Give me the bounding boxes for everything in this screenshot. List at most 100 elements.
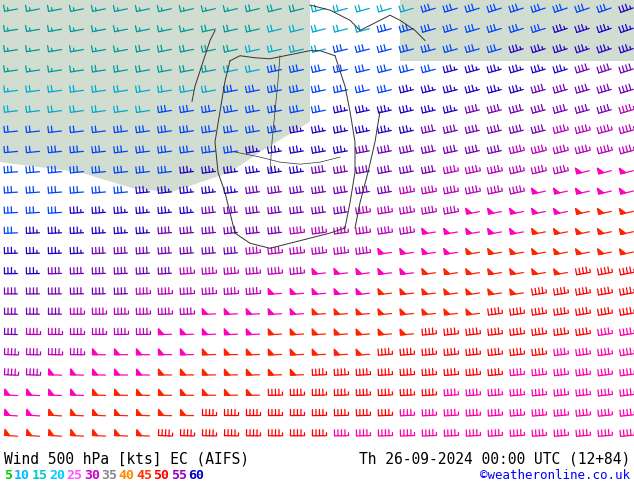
Polygon shape [181, 369, 186, 375]
Polygon shape [290, 369, 295, 375]
Polygon shape [93, 409, 98, 416]
Text: 30: 30 [84, 469, 100, 482]
Text: Th 26-09-2024 00:00 UTC (12+84): Th 26-09-2024 00:00 UTC (12+84) [359, 452, 630, 467]
Polygon shape [488, 289, 494, 295]
Polygon shape [510, 208, 516, 214]
Polygon shape [400, 329, 406, 335]
Polygon shape [597, 188, 604, 194]
Polygon shape [136, 349, 142, 355]
Polygon shape [597, 248, 604, 255]
Polygon shape [268, 329, 274, 335]
Polygon shape [136, 389, 142, 395]
Polygon shape [4, 429, 10, 436]
Polygon shape [356, 309, 362, 315]
Polygon shape [553, 248, 560, 254]
Polygon shape [597, 228, 604, 234]
Polygon shape [136, 429, 142, 436]
Polygon shape [268, 369, 274, 375]
Polygon shape [246, 309, 252, 315]
Polygon shape [488, 228, 494, 234]
Polygon shape [531, 248, 538, 254]
Polygon shape [27, 429, 32, 436]
Polygon shape [466, 289, 472, 295]
Polygon shape [510, 289, 516, 295]
Polygon shape [356, 329, 362, 335]
Polygon shape [378, 329, 384, 335]
Text: 60: 60 [188, 469, 204, 482]
Polygon shape [70, 429, 75, 436]
Text: Wind 500 hPa [kts] EC (AIFS): Wind 500 hPa [kts] EC (AIFS) [4, 452, 249, 467]
Polygon shape [619, 228, 626, 234]
Polygon shape [312, 349, 318, 355]
Polygon shape [378, 248, 384, 254]
Polygon shape [202, 369, 208, 375]
Polygon shape [93, 348, 98, 355]
Polygon shape [27, 409, 32, 416]
Polygon shape [246, 329, 252, 335]
Polygon shape [27, 389, 32, 395]
Polygon shape [224, 329, 230, 335]
Polygon shape [466, 269, 472, 274]
Polygon shape [378, 289, 384, 294]
Text: 15: 15 [32, 469, 48, 482]
Polygon shape [115, 409, 120, 416]
Polygon shape [422, 309, 428, 315]
Polygon shape [290, 309, 295, 315]
Polygon shape [247, 369, 252, 375]
Polygon shape [224, 349, 230, 355]
Polygon shape [553, 188, 560, 194]
Text: 10: 10 [14, 469, 30, 482]
Polygon shape [246, 349, 252, 355]
Polygon shape [444, 228, 450, 234]
Polygon shape [510, 248, 516, 254]
Polygon shape [444, 269, 450, 274]
Polygon shape [400, 309, 406, 315]
Text: 20: 20 [49, 469, 65, 482]
Polygon shape [115, 429, 120, 436]
Polygon shape [49, 429, 54, 436]
Polygon shape [597, 168, 604, 174]
Polygon shape [115, 348, 120, 355]
Polygon shape [247, 389, 252, 395]
Polygon shape [619, 249, 626, 255]
Polygon shape [312, 309, 318, 315]
Polygon shape [488, 269, 494, 274]
Text: 25: 25 [67, 469, 82, 482]
Polygon shape [158, 328, 164, 335]
Polygon shape [136, 409, 142, 416]
Polygon shape [553, 269, 560, 275]
Polygon shape [180, 328, 186, 335]
Polygon shape [531, 208, 538, 214]
Text: 35: 35 [101, 469, 117, 482]
Polygon shape [334, 349, 340, 355]
Polygon shape [224, 369, 230, 375]
Polygon shape [597, 208, 604, 214]
Polygon shape [158, 409, 164, 416]
Polygon shape [576, 208, 582, 214]
Text: 45: 45 [136, 469, 152, 482]
Polygon shape [268, 349, 274, 355]
Polygon shape [93, 389, 98, 395]
Polygon shape [70, 409, 75, 416]
Polygon shape [422, 248, 428, 254]
Polygon shape [465, 248, 472, 254]
Polygon shape [576, 248, 582, 255]
Polygon shape [49, 389, 54, 395]
Text: 5: 5 [4, 469, 12, 482]
Polygon shape [268, 288, 274, 294]
Polygon shape [531, 228, 538, 234]
Polygon shape [181, 389, 186, 395]
Text: 50: 50 [153, 469, 169, 482]
Polygon shape [4, 389, 10, 395]
Polygon shape [378, 309, 384, 315]
Polygon shape [202, 389, 208, 395]
Polygon shape [290, 349, 295, 355]
Polygon shape [334, 309, 340, 315]
Text: 40: 40 [119, 469, 134, 482]
Polygon shape [312, 329, 318, 335]
Polygon shape [378, 269, 384, 274]
Polygon shape [422, 269, 428, 274]
Polygon shape [400, 289, 406, 294]
Polygon shape [576, 228, 582, 234]
Polygon shape [158, 389, 164, 395]
